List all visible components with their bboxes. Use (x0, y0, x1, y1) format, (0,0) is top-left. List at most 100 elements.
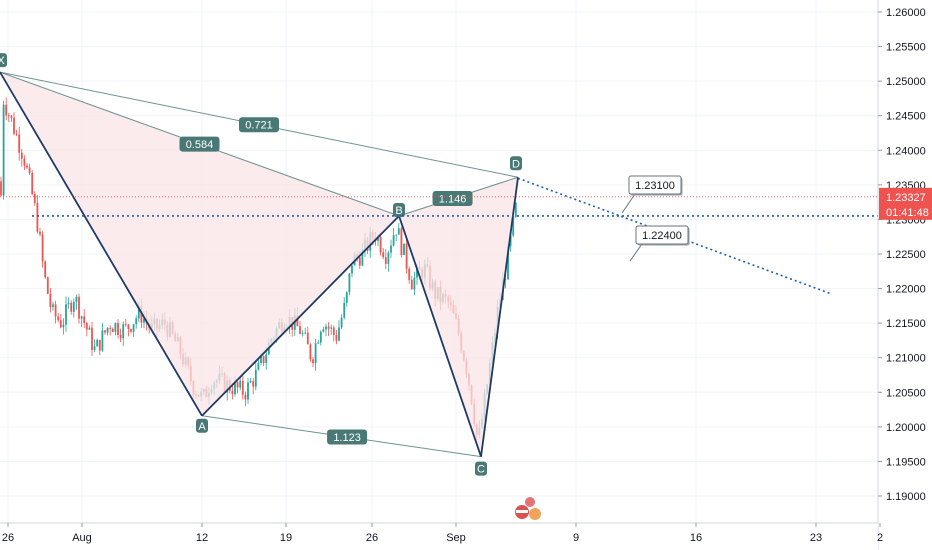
pattern-leg-bc[interactable] (398, 215, 482, 457)
candle-body (257, 363, 260, 370)
candle-body (67, 302, 70, 305)
candle-body (101, 330, 104, 351)
candle-body (241, 380, 244, 395)
flag-icon-2 (529, 508, 541, 520)
point-marker-text: C (477, 464, 485, 476)
candle-body (70, 302, 73, 312)
candle-body (252, 381, 255, 387)
candle-body (299, 326, 301, 335)
candle-body (93, 346, 96, 350)
pattern-leg-xa[interactable] (0, 71, 203, 417)
candle-body (400, 228, 403, 256)
pattern-leg-ab[interactable] (201, 215, 400, 417)
ratio-label-text: 0.721 (245, 120, 273, 132)
y-tick-label: 1.24000 (886, 145, 926, 157)
y-tick-label: 1.22000 (886, 284, 926, 296)
candle-body (130, 329, 132, 332)
candle-body (85, 322, 88, 330)
candle-body (109, 327, 112, 329)
candle-body (114, 323, 117, 332)
candle-body (72, 301, 75, 312)
ratio-label-text: 1.123 (333, 432, 361, 444)
candle-body (20, 152, 23, 159)
candle-body (309, 344, 312, 360)
point-marker-text: A (198, 421, 206, 433)
candle-body (88, 327, 91, 330)
pattern-point-c[interactable]: C (475, 461, 487, 476)
candle-body (111, 328, 114, 332)
candle-body (33, 194, 36, 203)
candle-body (322, 329, 325, 332)
ratio-label-xd[interactable]: 0.721 (239, 117, 279, 133)
time-axis-bg (0, 523, 878, 550)
x-tick-label: 2 (877, 532, 883, 544)
candle-body (41, 234, 44, 262)
candle-body (137, 305, 140, 319)
pattern-leg-cd[interactable] (480, 177, 519, 457)
pattern-point-a[interactable]: A (196, 418, 208, 433)
candle-body (96, 339, 99, 347)
y-tick-label: 1.25000 (886, 76, 926, 88)
candle-body (304, 332, 307, 334)
price-callout[interactable]: 1.22400 (629, 225, 690, 262)
candle-body (514, 202, 517, 217)
flag-stripe (516, 510, 528, 513)
y-tick-label: 1.24500 (886, 111, 926, 123)
candle-body (23, 158, 26, 166)
economic-events-icon[interactable] (515, 497, 541, 520)
candle-body (260, 356, 262, 364)
y-tick-label: 1.25500 (886, 42, 926, 54)
point-marker-bg (393, 202, 405, 217)
event-dot (525, 497, 535, 507)
candle-body (390, 245, 392, 253)
price-tag-countdown: 01:41:48 (886, 207, 929, 219)
callout-pointer (621, 193, 636, 214)
candle-body (122, 324, 125, 339)
candle-body (236, 382, 239, 388)
candle-body (59, 320, 62, 328)
candle-body (332, 327, 335, 335)
candle-body (330, 327, 333, 329)
candle-body (343, 302, 346, 318)
candle-body (392, 235, 395, 246)
ratio-label-xb[interactable]: 0.584 (179, 136, 220, 152)
pattern-point-x[interactable]: X (0, 53, 7, 67)
candle-body (507, 246, 509, 280)
price-tag-bg (879, 187, 932, 220)
candle-body (301, 333, 304, 335)
candle-body (327, 326, 330, 329)
candle-body (75, 296, 78, 302)
candle-body (28, 167, 31, 173)
current-price-tag[interactable]: 1.23327 01:41:48 (879, 187, 932, 220)
candle-body (265, 354, 268, 364)
pattern-point-d[interactable]: D (510, 156, 522, 171)
x-tick-label: 9 (573, 532, 579, 544)
candle-body (361, 249, 364, 266)
price-callout[interactable]: 1.23100 (621, 175, 683, 214)
time-axis[interactable]: 26 Aug 12 19 26 Sep 9 16 23 2 (0, 497, 883, 550)
candle-body (413, 277, 416, 290)
x-tick-label: Aug (72, 532, 92, 544)
point-marker-bg (475, 461, 487, 476)
candle-body (39, 231, 41, 235)
point-marker-bg (196, 418, 208, 433)
price-axis[interactable]: 1.260001.255001.250001.245001.240001.235… (877, 0, 932, 550)
candle-body (382, 252, 385, 258)
point-marker-text: D (512, 158, 520, 170)
ratio-label-ac[interactable]: 1.123 (327, 429, 368, 445)
callout-text: 1.23100 (635, 180, 675, 192)
candle-body (57, 316, 60, 321)
pattern-fill-bcd (399, 177, 518, 457)
bat-pattern[interactable]: 0.584 0.721 1.146 1.123 X A B C D 1.23100 1.22400 (0, 53, 878, 476)
candle-body (119, 334, 122, 339)
ratio-label-bd[interactable]: 1.146 (432, 191, 473, 207)
candle-body (405, 243, 408, 269)
candle-body (62, 324, 65, 328)
candle-body (358, 257, 361, 266)
pattern-point-b[interactable]: B (393, 202, 405, 217)
ratio-label-bg (179, 136, 220, 152)
candle-body (335, 334, 338, 341)
candle-body (504, 279, 507, 281)
